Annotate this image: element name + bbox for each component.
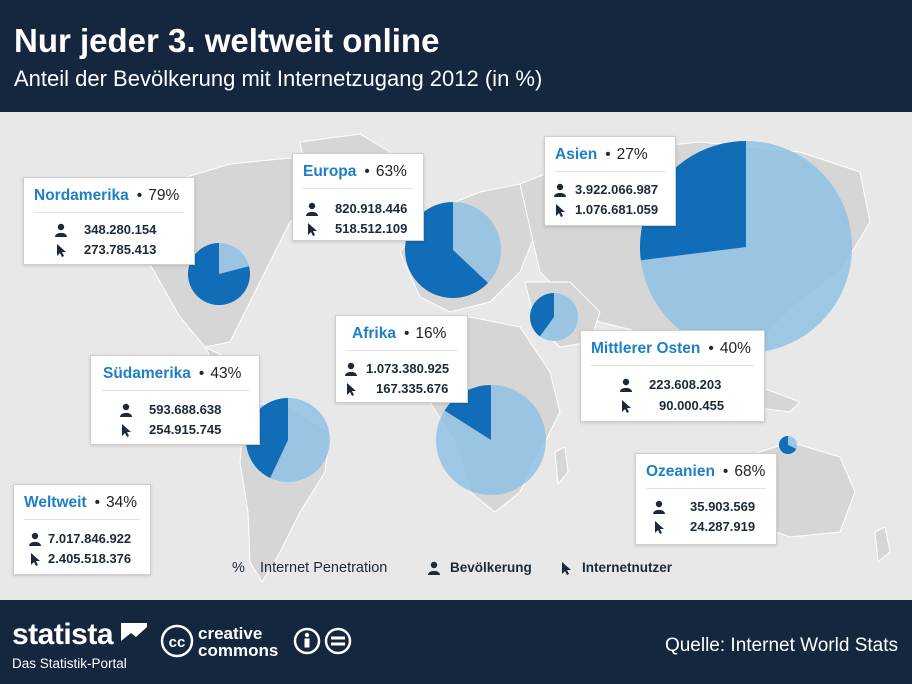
legend-users-label: Internetnutzer	[582, 560, 673, 575]
region-penetration: 16%	[415, 325, 447, 342]
person-icon	[345, 362, 357, 376]
svg-text:creative: creative	[198, 624, 262, 643]
statista-tagline: Das Statistik-Portal	[12, 656, 127, 671]
legend-penetration-label: Internet Penetration	[260, 560, 388, 576]
users-value: 2.405.518.376	[48, 551, 132, 566]
region-name: Asien	[555, 146, 598, 163]
legend-percent-symbol: %	[232, 560, 245, 576]
statista-logo: statista	[12, 618, 147, 652]
page-subtitle: Anteil der Bevölkerung mit Internetzugan…	[14, 66, 543, 91]
pie-users-mittlerer-osten	[530, 293, 554, 337]
region-penetration: 27%	[616, 146, 648, 163]
population-value: 1.073.380.925	[366, 361, 450, 376]
population-value: 223.608.203	[649, 377, 722, 392]
cursor-icon	[562, 562, 571, 575]
region-box-afrika: Afrika • 16% 1.073.380.925 167.335.676	[335, 315, 468, 403]
footer: statista Das Statistik-Portal cc creativ…	[0, 600, 912, 684]
region-penetration: 79%	[148, 187, 180, 204]
statista-mark-icon	[120, 623, 147, 645]
pie-users-europa	[405, 202, 488, 298]
population-value: 820.918.446	[335, 201, 408, 216]
region-box-mittlerer-osten: Mittlerer Osten • 40% 223.608.203 90.000.4…	[580, 330, 765, 422]
population-value: 593.688.638	[149, 402, 222, 417]
region-penetration: 63%	[375, 163, 407, 180]
source-note: Quelle: Internet World Stats	[664, 635, 898, 656]
region-name: Weltweit	[24, 494, 87, 511]
cc-nd-icon	[324, 627, 352, 655]
person-icon	[29, 532, 41, 546]
pie-users-asien	[640, 141, 746, 261]
region-box-suedamerika: Südamerika • 43% 593.688.638 254.915.745	[90, 355, 260, 445]
person-icon	[428, 561, 440, 575]
region-box-nordamerika: Nordamerika • 79% 348.280.154 273.785.413	[23, 177, 195, 265]
region-box-weltweit: Weltweit • 34% 7.017.846.922 2.405.518.376	[13, 484, 151, 575]
cursor-icon	[31, 553, 40, 566]
region-penetration: 40%	[719, 340, 751, 357]
population-value: 35.903.569	[690, 499, 756, 514]
region-name: Nordamerika	[34, 187, 129, 204]
island-madagascar	[554, 446, 569, 486]
population-value: 348.280.154	[84, 222, 157, 237]
region-name: Europa	[303, 163, 357, 180]
region-penetration: 34%	[106, 494, 138, 511]
users-value: 90.000.455	[659, 398, 725, 413]
region-penetration: 68%	[734, 463, 766, 480]
region-name: Ozeanien	[646, 463, 715, 480]
person-icon	[120, 403, 132, 417]
world-map-area: Nordamerika • 79% 348.280.154 273.785.413 …	[0, 112, 912, 600]
person-icon	[306, 202, 318, 216]
island-new-zealand	[874, 526, 891, 563]
users-value: 254.915.745	[149, 422, 222, 437]
region-box-europa: Europa • 63% 820.918.446 518.512.109	[292, 153, 424, 241]
person-icon	[55, 223, 67, 237]
page-title: Nur jeder 3. weltweit online	[14, 22, 440, 59]
population-value: 3.922.066.987	[575, 182, 659, 197]
cursor-icon	[347, 383, 356, 396]
svg-text:commons: commons	[198, 641, 278, 660]
svg-text:cc: cc	[169, 634, 186, 651]
cursor-icon	[556, 204, 565, 217]
region-name: Afrika	[352, 325, 396, 342]
cursor-icon	[308, 223, 317, 236]
header: Nur jeder 3. weltweit online Anteil der …	[0, 0, 912, 112]
users-value: 273.785.413	[84, 242, 157, 257]
person-icon	[653, 500, 665, 514]
creative-commons-badge: cc creative commons	[160, 624, 360, 665]
cursor-icon	[122, 424, 131, 437]
region-penetration: 43%	[210, 365, 242, 382]
region-name: Südamerika	[103, 365, 191, 382]
cc-icon	[160, 624, 194, 658]
person-icon	[554, 183, 566, 197]
users-value: 1.076.681.059	[575, 202, 659, 217]
users-value: 518.512.109	[335, 221, 408, 236]
cursor-icon	[622, 400, 631, 413]
population-value: 7.017.846.922	[48, 531, 132, 546]
legend-population-label: Bevölkerung	[450, 560, 532, 575]
cursor-icon	[57, 244, 66, 257]
cursor-icon	[655, 521, 664, 534]
region-name: Mittlerer Osten	[591, 340, 701, 357]
users-value: 167.335.676	[376, 381, 449, 396]
person-icon	[620, 378, 632, 392]
region-box-ozeanien: Ozeanien • 68% 35.903.569 24.287.919	[635, 453, 777, 545]
region-box-asien: Asien • 27% 3.922.066.987 1.076.681.059	[544, 136, 676, 226]
pie-users-nordamerika	[188, 243, 250, 305]
cc-by-icon	[293, 627, 321, 655]
pie-users-ozeanien	[778, 436, 797, 455]
users-value: 24.287.919	[690, 519, 756, 534]
